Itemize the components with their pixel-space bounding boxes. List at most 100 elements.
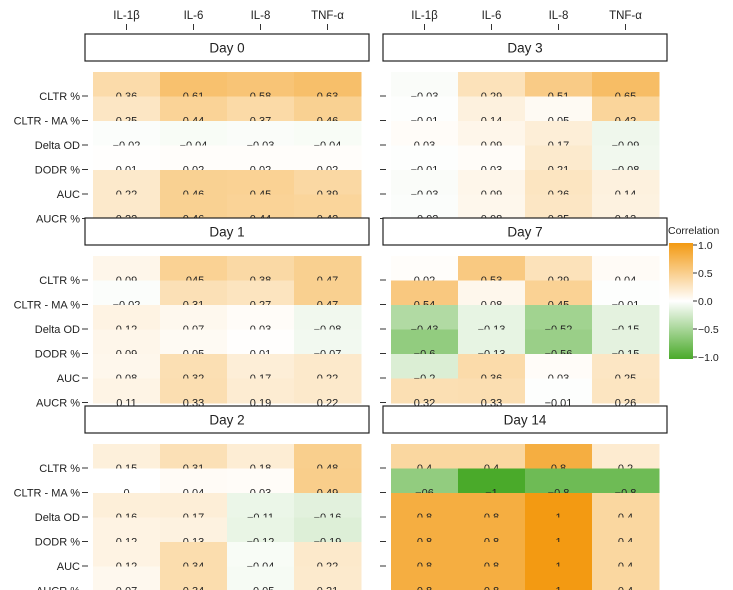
heatmap-cell	[294, 493, 362, 518]
column-header-tnf-left: TNF-α	[311, 10, 344, 22]
column-header-il-8-right: IL-8	[549, 10, 569, 22]
heatmap-cell	[458, 280, 526, 306]
heatmap-cell	[458, 194, 526, 220]
heatmap-cell	[391, 542, 459, 567]
cell-value-label: 0.8	[484, 586, 499, 590]
heatmap-cell	[525, 280, 593, 306]
heatmap-cell	[93, 280, 161, 306]
row-label-cltr: CLTR %	[39, 463, 80, 475]
panel-title-box	[382, 405, 668, 434]
heatmap-cell	[592, 280, 660, 306]
heatmap-cell	[160, 72, 228, 97]
heatmap-cell	[592, 194, 660, 220]
panel-title: Day 3	[507, 41, 542, 56]
heatmap-cell	[391, 256, 459, 281]
heatmap-cell	[458, 468, 526, 494]
heatmap-cell	[525, 329, 593, 355]
colorbar: Correlation 1.0 0.5 0.0 −0.5 −1.0	[668, 225, 720, 364]
heatmap-cell	[294, 566, 362, 590]
heatmap-cell	[227, 468, 295, 494]
heatmap-cell	[93, 170, 161, 195]
cell-value-label: 0.4	[618, 586, 633, 590]
heatmap-cell	[93, 72, 161, 97]
heatmap-cell	[525, 517, 593, 543]
heatmap-cell	[391, 354, 459, 379]
heatmap-cell	[592, 542, 660, 567]
heatmap-cell	[525, 378, 593, 404]
heatmap-cell	[294, 517, 362, 543]
heatmap-cell	[391, 444, 459, 469]
heatmap-cell	[391, 305, 459, 330]
heatmap-cell	[592, 354, 660, 379]
heatmap-cell	[592, 378, 660, 404]
heatmap-cell	[592, 256, 660, 281]
cell-value-label: 0.07	[116, 586, 137, 590]
heatmap-cell	[160, 280, 228, 306]
panel-title: Day 7	[507, 225, 542, 240]
heatmap-cell	[294, 444, 362, 469]
heatmap-cell	[391, 145, 459, 171]
heatmap-cell	[227, 493, 295, 518]
heatmap-cell	[294, 194, 362, 220]
heatmap-cell	[592, 517, 660, 543]
panel-day-7: Day 70.020.530.290.040.540.080.45−0.01−0…	[380, 217, 668, 410]
heatmap-cell	[391, 517, 459, 543]
heatmap-cell	[391, 493, 459, 518]
heatmap-cell	[160, 493, 228, 518]
panel-title: Day 14	[504, 413, 547, 428]
heatmap-cell	[458, 145, 526, 171]
heatmap-cell	[391, 566, 459, 590]
heatmap-cell	[160, 329, 228, 355]
cell-value-label: 0.34	[183, 586, 204, 590]
heatmap-cell	[458, 444, 526, 469]
colorbar-gradient	[669, 243, 693, 359]
heatmap-cell	[458, 354, 526, 379]
heatmap-cell	[160, 170, 228, 195]
panel-title: Day 1	[209, 225, 244, 240]
heatmap-cell	[93, 517, 161, 543]
row-label-cltr: CLTR %	[39, 275, 80, 287]
heatmap-cell	[227, 378, 295, 404]
heatmap-cell	[160, 566, 228, 590]
heatmap-cell	[93, 444, 161, 469]
heatmap-cell	[525, 96, 593, 122]
panel-title: Day 0	[209, 41, 244, 56]
heatmap-cell	[391, 468, 459, 494]
heatmap-cell	[93, 194, 161, 220]
heatmap-cell	[227, 194, 295, 220]
column-header-il-6-left: IL-6	[184, 10, 204, 22]
heatmap-cell	[458, 256, 526, 281]
heatmap-cell	[592, 145, 660, 171]
heatmap-cell	[391, 280, 459, 306]
heatmap-cell	[592, 566, 660, 590]
heatmap-cell	[160, 378, 228, 404]
heatmap-cell	[227, 280, 295, 306]
heatmap-cell	[93, 96, 161, 122]
heatmap-cell	[391, 72, 459, 97]
row-label-cltr-ma: CLTR - MA %	[14, 300, 81, 312]
panel-title: Day 2	[209, 413, 244, 428]
heatmap-cell	[160, 194, 228, 220]
heatmap-cell	[160, 542, 228, 567]
heatmap-cell	[93, 256, 161, 281]
heatmap-cell	[294, 329, 362, 355]
heatmap-cell	[525, 305, 593, 330]
heatmap-cell	[227, 72, 295, 97]
cell-value-label: 1	[555, 586, 561, 590]
heatmap-cell	[458, 542, 526, 567]
heatmap-cell	[294, 72, 362, 97]
heatmap-cell	[592, 329, 660, 355]
row-label-delta-od: Delta OD	[35, 324, 80, 336]
heatmap-cell	[592, 72, 660, 97]
colorbar-tick-label: 0.5	[698, 268, 713, 280]
row-label-aucr: AUCR %	[36, 398, 80, 410]
row-label-cltr: CLTR %	[39, 91, 80, 103]
heatmap-cell	[93, 542, 161, 567]
heatmap-cell	[227, 121, 295, 146]
heatmap-cell	[227, 566, 295, 590]
heatmap-cell	[458, 517, 526, 543]
panel-day-3: Day 3−0.030.290.510.65−0.010.140.050.420…	[380, 33, 668, 226]
heatmap-cell	[160, 96, 228, 122]
heatmap-cell	[458, 329, 526, 355]
